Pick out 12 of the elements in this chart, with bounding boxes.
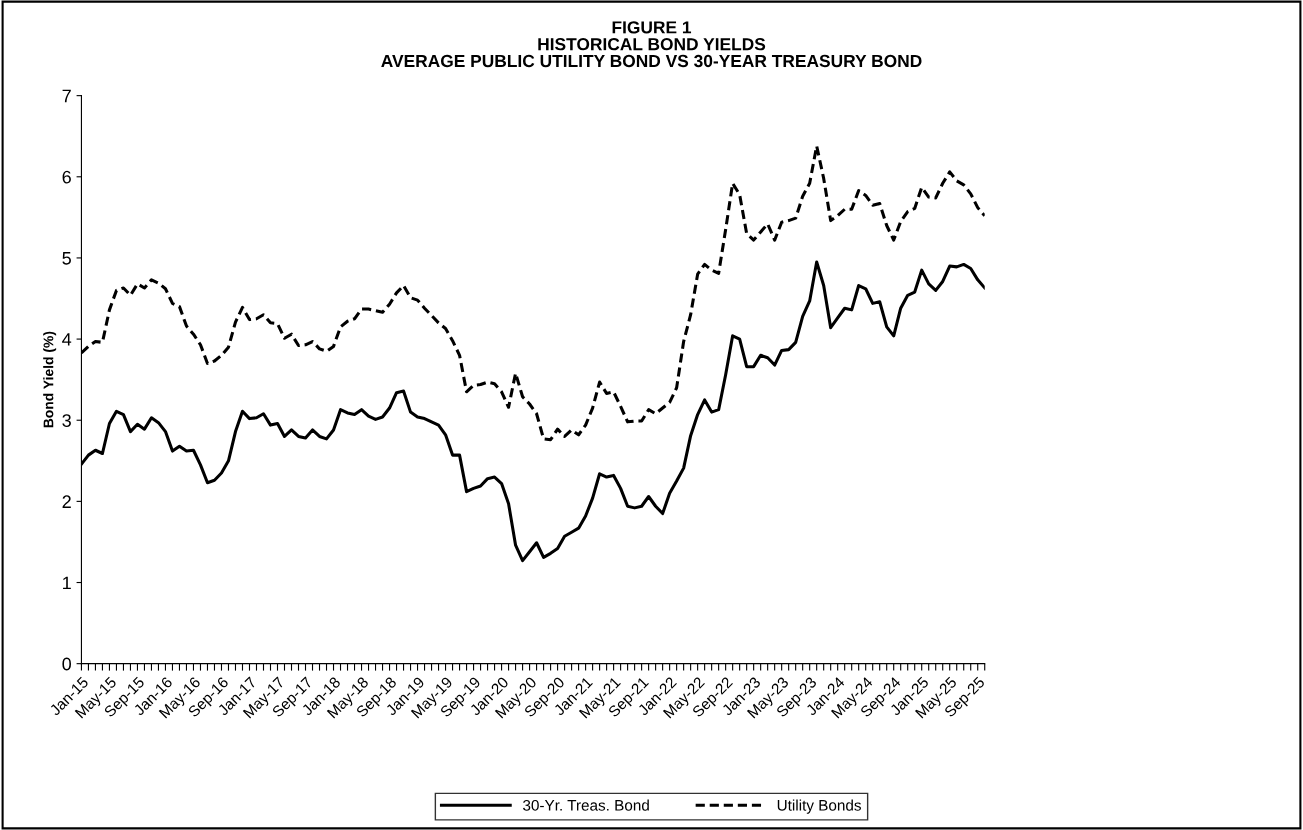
y-tick-label: 5: [62, 252, 71, 265]
y-tick-label: 1: [63, 576, 71, 590]
legend-label: Utility Bonds: [777, 799, 861, 814]
y-axis-title: Bond Yield (%): [43, 331, 57, 428]
y-tick-label: 6: [62, 170, 71, 184]
y-tick-label: 2: [62, 495, 71, 508]
y-tick-label: 4: [62, 333, 72, 346]
y-tick-label: 3: [62, 414, 71, 427]
chart-title: FIGURE 1 HISTORICAL BOND YIELDS AVERAGE PUBLIC UTILITY BOND VS 30-YEAR TREASURY BOND: [381, 21, 922, 68]
y-tick-label: 0: [62, 657, 72, 671]
legend-label: 30-Yr. Treas. Bond: [523, 799, 649, 811]
y-tick-label: 7: [62, 89, 71, 103]
